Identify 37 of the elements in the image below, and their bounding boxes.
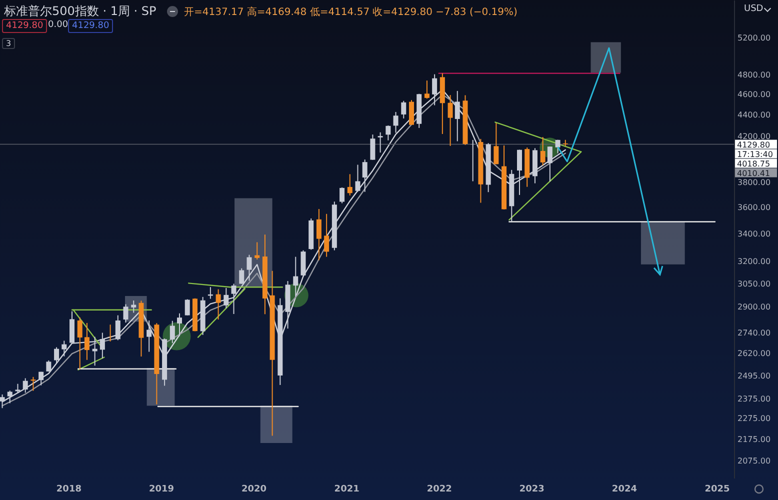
chart-title: 标准普尔500指数 · 1周 · SP: [4, 3, 156, 20]
y-tick-label: 2495.00: [738, 372, 771, 381]
y-tick-label: 2275.00: [738, 414, 771, 424]
x-tick-label: 2022: [426, 484, 452, 494]
y-tick-label: 3600.00: [738, 202, 771, 212]
ref-line-label: 4129.80: [737, 140, 770, 150]
y-axis-title: USD: [744, 4, 764, 14]
x-tick-label: 2023: [519, 484, 544, 494]
y-tick-label: 2375.00: [738, 394, 771, 404]
y-tick-label: 2740.00: [738, 328, 771, 338]
x-tick-label: 2025: [704, 484, 730, 494]
x-tick-label: 2021: [334, 484, 360, 494]
annotation: 4129.80: [2, 19, 48, 33]
text: 4018.75: [737, 159, 770, 168]
y-tick-label: 5200.00: [738, 34, 771, 43]
y-tick-label: 4600.00: [738, 90, 771, 100]
annotation: 3: [2, 38, 16, 49]
x-tick-label: 2019: [148, 484, 174, 494]
annotation: 4129.80: [68, 19, 114, 33]
y-tick-label: 3400.00: [738, 229, 771, 238]
y-tick-label: 4400.00: [738, 110, 771, 120]
x-tick-label: 2020: [242, 484, 267, 494]
text: 4010.41: [737, 168, 770, 178]
text: 开=4137.17 高=4169.48 低=4114.57 收=4129.80 −7.83 (−0.19%): [184, 6, 518, 19]
y-tick-label: 4200.00: [738, 132, 771, 142]
x-tick-label: 2024: [612, 484, 637, 494]
annotation: 0.00: [48, 20, 68, 30]
y-tick-label: 2620.00: [738, 349, 771, 358]
y-tick-label: 4800.00: [738, 70, 771, 80]
x-tick-label: 2018: [56, 484, 82, 494]
y-tick-label: 3200.00: [738, 257, 771, 266]
y-tick-label: 3800.00: [738, 178, 771, 188]
y-tick-label: 3050.00: [738, 279, 771, 288]
text: 17:13:40: [737, 150, 773, 159]
y-tick-label: 2175.00: [738, 434, 771, 444]
y-tick-label: 2075.00: [738, 456, 771, 466]
y-tick-label: 2900.00: [738, 302, 771, 312]
